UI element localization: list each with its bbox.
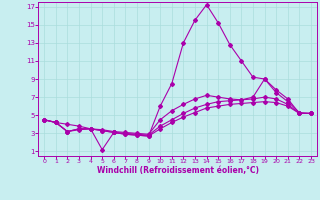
X-axis label: Windchill (Refroidissement éolien,°C): Windchill (Refroidissement éolien,°C) <box>97 166 259 175</box>
